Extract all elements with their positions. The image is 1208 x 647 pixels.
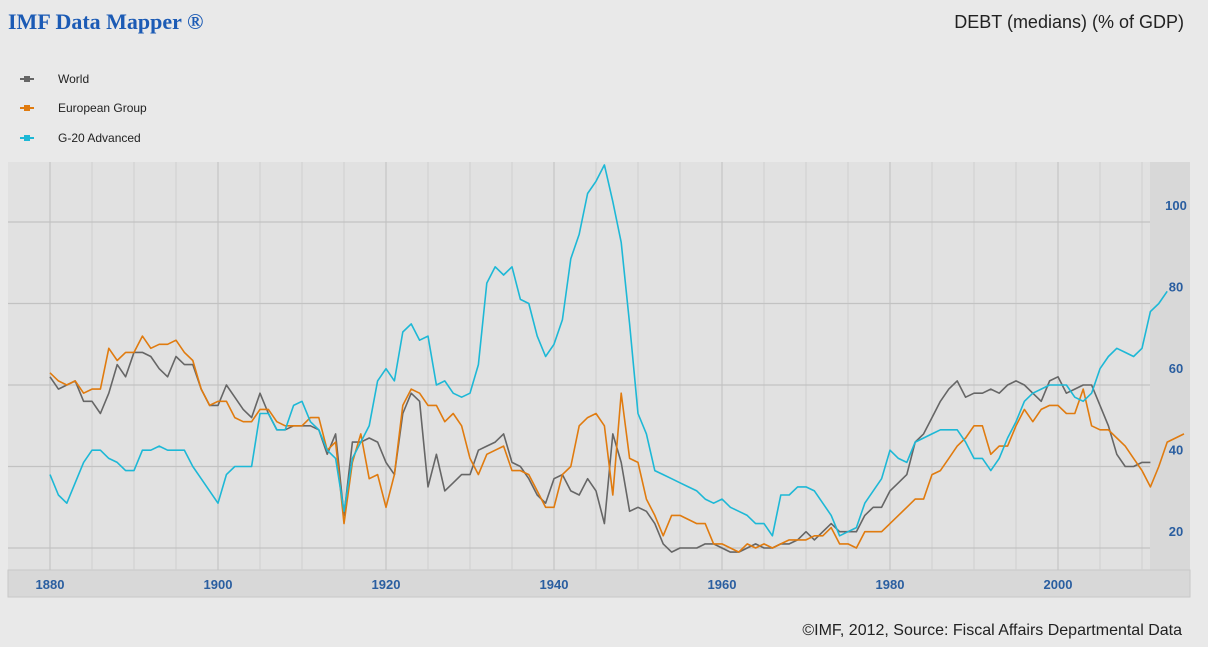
y-tick-label: 20 [1169,524,1183,539]
x-tick-label: 1960 [708,577,737,592]
x-tick-label: 1920 [372,577,401,592]
plot-area [8,162,1150,570]
legend-label-european-group: European Group [58,101,147,116]
y-axis-band [1150,162,1190,570]
indicator-title: DEBT (medians) (% of GDP) [954,12,1184,32]
legend-swatch-world [20,75,34,82]
x-tick-label: 1940 [540,577,569,592]
chart-legend: World European Group G-20 Advanced [20,64,147,153]
y-tick-label: 100 [1165,198,1187,213]
legend-swatch-european-group [20,105,34,112]
debt-line-chart[interactable]: 20 40 60 80 100 1880 1900 1920 1940 1960 1980 2000 [0,160,1208,605]
x-tick-label: 1980 [876,577,905,592]
x-tick-label: 2000 [1044,577,1073,592]
legend-item-g20-advanced[interactable]: G-20 Advanced [20,123,147,153]
legend-label-g20-advanced: G-20 Advanced [58,130,141,145]
series-line-g-20-advanced [49,164,1168,537]
series-line-european-group [49,335,1185,553]
x-axis-band [7,569,1191,598]
y-tick-label: 60 [1169,361,1183,376]
x-tick-label: 1900 [204,577,233,592]
legend-swatch-g20-advanced [20,134,34,141]
legend-label-world: World [58,71,90,86]
y-tick-label: 40 [1169,443,1183,458]
series-line-world [49,351,1151,553]
legend-item-world[interactable]: World [20,64,147,94]
source-credit: ©IMF, 2012, Source: Fiscal Affairs Depar… [802,622,1182,639]
y-tick-label: 80 [1169,280,1183,295]
legend-item-european-group[interactable]: European Group [20,94,147,124]
x-tick-label: 1880 [36,577,65,592]
brand-title: IMF Data Mapper ® [8,9,204,34]
